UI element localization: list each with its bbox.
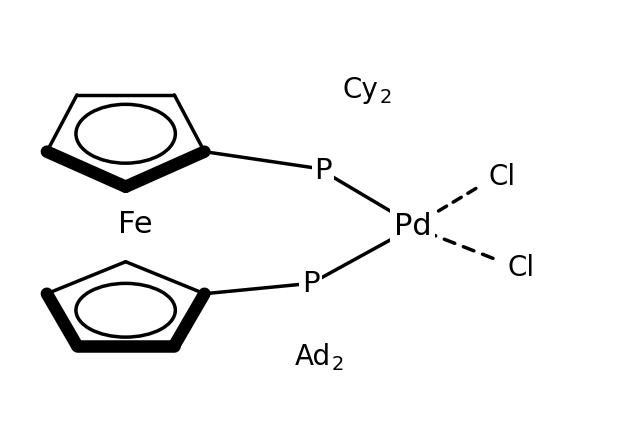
Text: Cy: Cy [342, 75, 378, 103]
Text: Cl: Cl [508, 254, 535, 282]
Text: 2: 2 [332, 355, 344, 374]
Text: 2: 2 [380, 88, 392, 107]
Text: Ad: Ad [294, 343, 331, 371]
Text: P: P [301, 270, 319, 298]
Text: Pd: Pd [394, 212, 431, 241]
Text: Cl: Cl [489, 163, 516, 191]
Text: P: P [314, 157, 332, 185]
Text: Fe: Fe [118, 210, 152, 239]
